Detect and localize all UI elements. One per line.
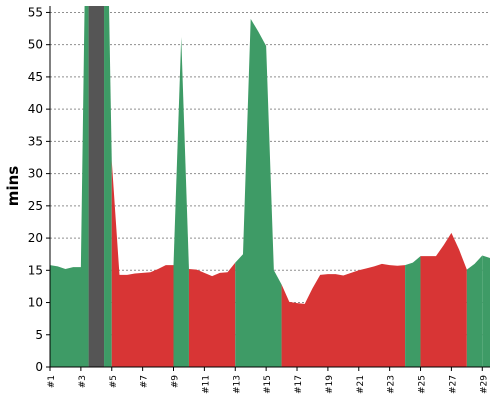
y-tick-label: 15 (28, 263, 43, 277)
area-band-good (50, 6, 89, 367)
area-band-good (482, 255, 490, 367)
y-tick-label: 50 (28, 38, 43, 52)
x-tick-label: #1 (47, 375, 57, 388)
x-tick-label: #25 (418, 375, 428, 394)
axes (49, 6, 490, 368)
x-tick-label: #11 (201, 375, 211, 394)
x-tick-label: #23 (387, 375, 397, 394)
x-tick-labels: #1 #3 #5 #7 #9 #11 #13 #15 #17 #19 #21 #23 #25 #27 #29 (47, 367, 489, 394)
y-axis-label: mins (4, 166, 22, 206)
area-band-bad (281, 263, 406, 367)
x-tick-label: #13 (232, 375, 242, 394)
x-tick-label: #21 (356, 375, 366, 394)
x-tick-label: #17 (294, 375, 304, 394)
y-tick-label: 5 (35, 328, 43, 342)
area-band-overflow (88, 6, 105, 367)
x-tick-label: #15 (263, 375, 273, 394)
x-tick-label: #7 (140, 375, 150, 388)
x-tick-label: #3 (78, 375, 88, 388)
area-band-good (466, 255, 483, 367)
area-band-bad (111, 160, 174, 367)
area-band-good (173, 36, 189, 367)
area-band-good (104, 6, 112, 367)
area-band-bad (420, 232, 467, 367)
x-tick-label: #29 (479, 375, 489, 394)
y-tick-label: 30 (28, 167, 43, 181)
y-tick-label: 35 (28, 134, 43, 148)
y-tick-label: 25 (28, 199, 43, 213)
area-band-good (405, 256, 421, 367)
y-tick-label: 45 (28, 70, 43, 84)
y-tick-label: 55 (28, 5, 43, 19)
x-tick-label: #27 (448, 375, 458, 394)
x-tick-label: #19 (325, 375, 335, 394)
y-tick-label: 0 (35, 360, 43, 374)
area-band-bad (188, 262, 236, 367)
area-bands (50, 6, 490, 367)
area-band-good (235, 18, 282, 367)
x-tick-label: #5 (109, 375, 119, 388)
y-tick-label: 10 (28, 296, 43, 310)
y-tick-labels: 0 5 10 15 20 25 30 35 40 45 50 55 (28, 5, 50, 374)
x-tick-label: #9 (171, 375, 181, 389)
y-tick-label: 40 (28, 102, 43, 116)
y-tick-label: 20 (28, 231, 43, 245)
